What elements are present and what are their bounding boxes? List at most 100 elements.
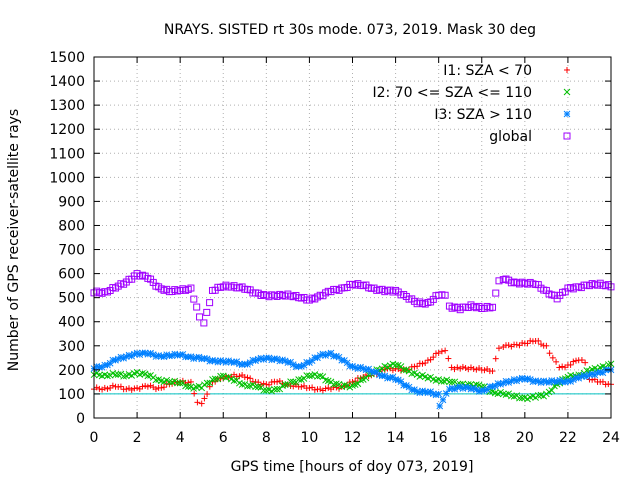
marker-stroke [163,285,171,293]
marker-stroke [96,371,103,379]
data-point [273,385,281,393]
data-point [470,365,477,372]
data-point [206,299,214,307]
marker-stroke [324,377,332,385]
data-point [442,390,450,397]
data-point [529,338,536,345]
marker-stroke [569,373,577,381]
data-point [421,373,429,381]
marker-stroke [316,372,324,380]
marker-stroke [540,392,548,400]
legend-label-2: I2: 70 <= SZA <= 110 [372,85,532,101]
marker-stroke [534,378,542,385]
marker-stroke [125,351,133,359]
data-point [473,366,480,373]
y-tick-label: 200 [58,363,85,379]
axis-ticks: 0100200300400500600700800900100011001200… [49,50,620,446]
data-point [438,378,445,385]
marker-stroke [193,303,201,311]
data-point [99,386,106,393]
marker-stroke [292,378,300,386]
data-point [184,353,192,361]
marker-stroke [254,383,262,391]
data-point [481,367,488,374]
data-point [400,381,408,389]
marker-stroke [303,372,311,379]
data-point [421,300,429,308]
data-point [335,353,343,361]
marker-stroke [580,372,588,379]
marker-stroke [236,360,243,368]
marker-stroke [260,291,268,299]
data-point [128,386,135,393]
data-point [448,378,456,386]
data-point [324,377,332,385]
marker-stroke [411,386,418,393]
data-point [117,383,124,390]
y-tick-label: 800 [58,218,85,234]
marker-stroke [540,377,548,385]
x-tick-label: 24 [602,430,620,446]
data-point [605,381,612,388]
data-point [497,380,504,388]
data-point [249,356,257,364]
marker-stroke [529,378,537,386]
data-point [546,350,553,357]
marker-stroke [403,366,410,374]
data-point [163,285,171,293]
data-point [314,386,321,393]
data-point [227,375,235,383]
marker-stroke [120,280,128,288]
data-point [287,378,294,386]
marker-stroke [486,304,494,312]
marker-stroke [163,351,171,359]
marker-stroke [192,354,200,361]
x-tick-label: 20 [516,430,534,446]
marker-stroke [319,373,327,380]
marker-stroke [203,308,211,316]
marker-stroke [217,357,224,364]
marker-stroke [311,371,319,378]
data-point [204,391,211,398]
data-point [354,365,362,373]
legend-marker-3 [563,110,571,118]
marker-stroke [227,375,235,383]
data-point [445,355,452,362]
marker-stroke [332,380,340,388]
marker-stroke [561,288,569,296]
marker-stroke [335,353,343,361]
y-tick-label: 1500 [49,50,85,66]
marker-stroke [244,382,251,390]
data-point [442,347,449,354]
data-point [438,348,445,355]
marker-stroke [421,388,429,396]
marker-stroke [241,380,249,388]
data-point [492,355,499,362]
marker-stroke [508,377,515,385]
marker-stroke [492,289,500,297]
legend-label-1: I1: SZA < 70 [443,63,532,79]
data-point [357,281,365,289]
data-point [292,378,300,386]
data-point [556,364,563,371]
marker-stroke [495,277,503,285]
data-point [325,384,332,391]
marker-stroke [604,361,612,368]
marker-stroke [594,281,602,289]
marker-stroke [386,374,394,382]
data-point [527,337,534,344]
data-point [553,358,560,365]
marker-stroke [357,376,364,384]
marker-stroke [551,378,558,386]
data-point [508,343,515,350]
marker-stroke [394,376,402,384]
marker-stroke [594,369,601,377]
data-point [163,351,171,359]
marker-stroke [410,297,418,305]
data-point [131,350,138,358]
marker-stroke [206,379,214,387]
marker-stroke [400,291,408,299]
data-point [319,373,327,380]
marker-stroke [174,352,181,359]
marker-stroke [583,373,591,381]
